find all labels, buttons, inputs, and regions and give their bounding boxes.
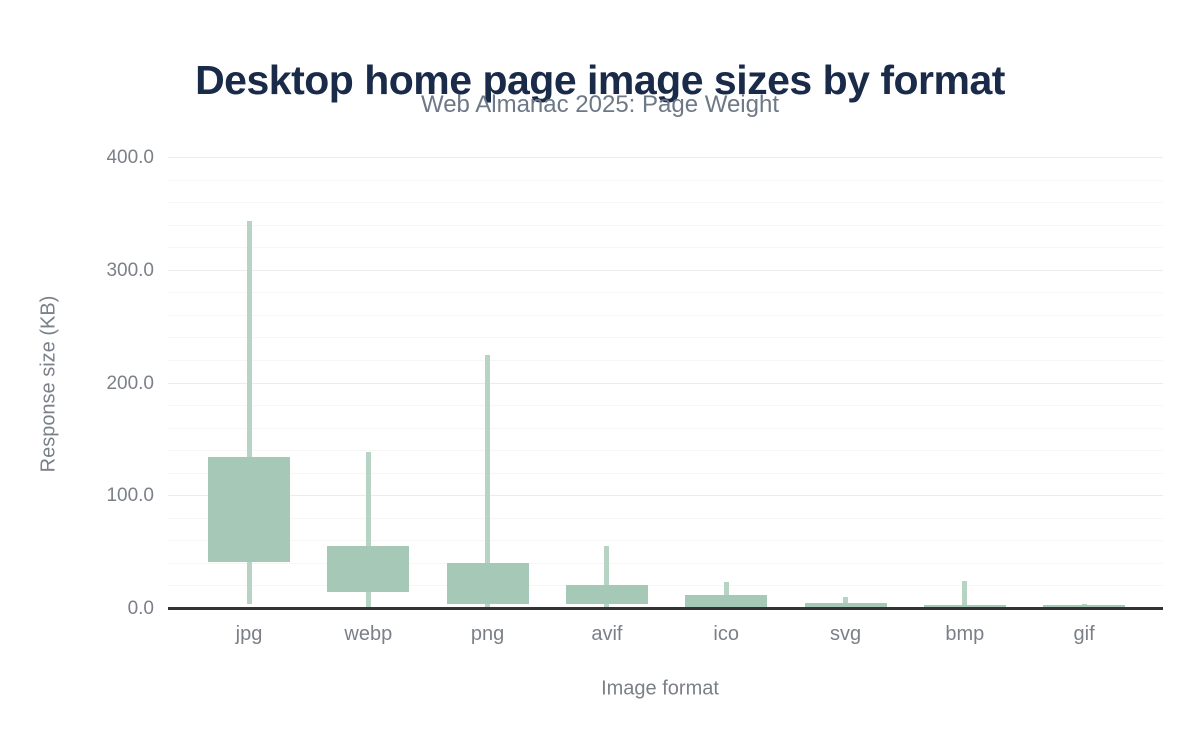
minor-gridline-140 [168, 450, 1163, 452]
box-gif [1043, 605, 1126, 608]
minor-gridline-40 [168, 562, 1163, 564]
x-tick-label-gif: gif [1073, 623, 1095, 645]
x-axis-title: Image format [601, 677, 719, 700]
whisker-avif [604, 545, 610, 608]
box-bmp [923, 605, 1006, 608]
whisker-webp [365, 452, 371, 608]
minor-gridline-220 [168, 359, 1163, 361]
x-tick-label-ico: ico [713, 623, 739, 645]
whisker-svg [843, 596, 848, 609]
whisker-jpg [246, 221, 252, 605]
chart-subtitle: Web Almanac 2025: Page Weight [420, 91, 779, 118]
plot-area [168, 157, 1163, 610]
box-webp [327, 545, 410, 593]
major-gridline-300 [168, 269, 1163, 271]
x-axis-line [168, 607, 1163, 610]
minor-gridline-60 [168, 540, 1163, 542]
x-tick-label-webp: webp [344, 623, 393, 645]
major-gridline-100 [168, 495, 1163, 497]
minor-gridline-340 [168, 224, 1163, 226]
minor-gridline-160 [168, 427, 1163, 429]
minor-gridline-380 [168, 179, 1163, 181]
y-tick-label-400: 400.0 [106, 147, 154, 168]
box-jpg [208, 456, 290, 562]
y-tick-label-200: 200.0 [106, 372, 154, 394]
minor-gridline-360 [168, 202, 1163, 204]
minor-gridline-320 [168, 247, 1163, 249]
minor-gridline-280 [168, 292, 1163, 294]
x-tick-label-svg: svg [829, 623, 862, 645]
minor-gridline-240 [168, 337, 1163, 339]
whisker-bmp [962, 580, 968, 609]
y-tick-label-0: 0.0 [127, 598, 154, 619]
chart-title: Desktop home page image sizes by format [195, 57, 1005, 104]
x-tick-label-jpg: jpg [235, 623, 263, 645]
box-svg [804, 602, 887, 607]
minor-gridline-80 [168, 517, 1163, 519]
x-tick-label-avif: avif [591, 623, 623, 645]
box-png [446, 562, 529, 605]
minor-gridline-20 [168, 585, 1163, 587]
x-tick-label-bmp: bmp [945, 623, 985, 645]
whisker-png [485, 355, 491, 608]
major-gridline-400 [168, 157, 1163, 158]
major-gridline-200 [168, 382, 1163, 384]
minor-gridline-260 [168, 314, 1163, 316]
box-ico [685, 595, 768, 608]
minor-gridline-120 [168, 472, 1163, 474]
whisker-ico [723, 581, 729, 609]
minor-gridline-180 [168, 405, 1163, 407]
box-avif [565, 585, 648, 605]
x-tick-label-png: png [470, 623, 505, 645]
y-tick-label-300: 300.0 [106, 259, 154, 281]
y-tick-label-100: 100.0 [106, 485, 154, 507]
